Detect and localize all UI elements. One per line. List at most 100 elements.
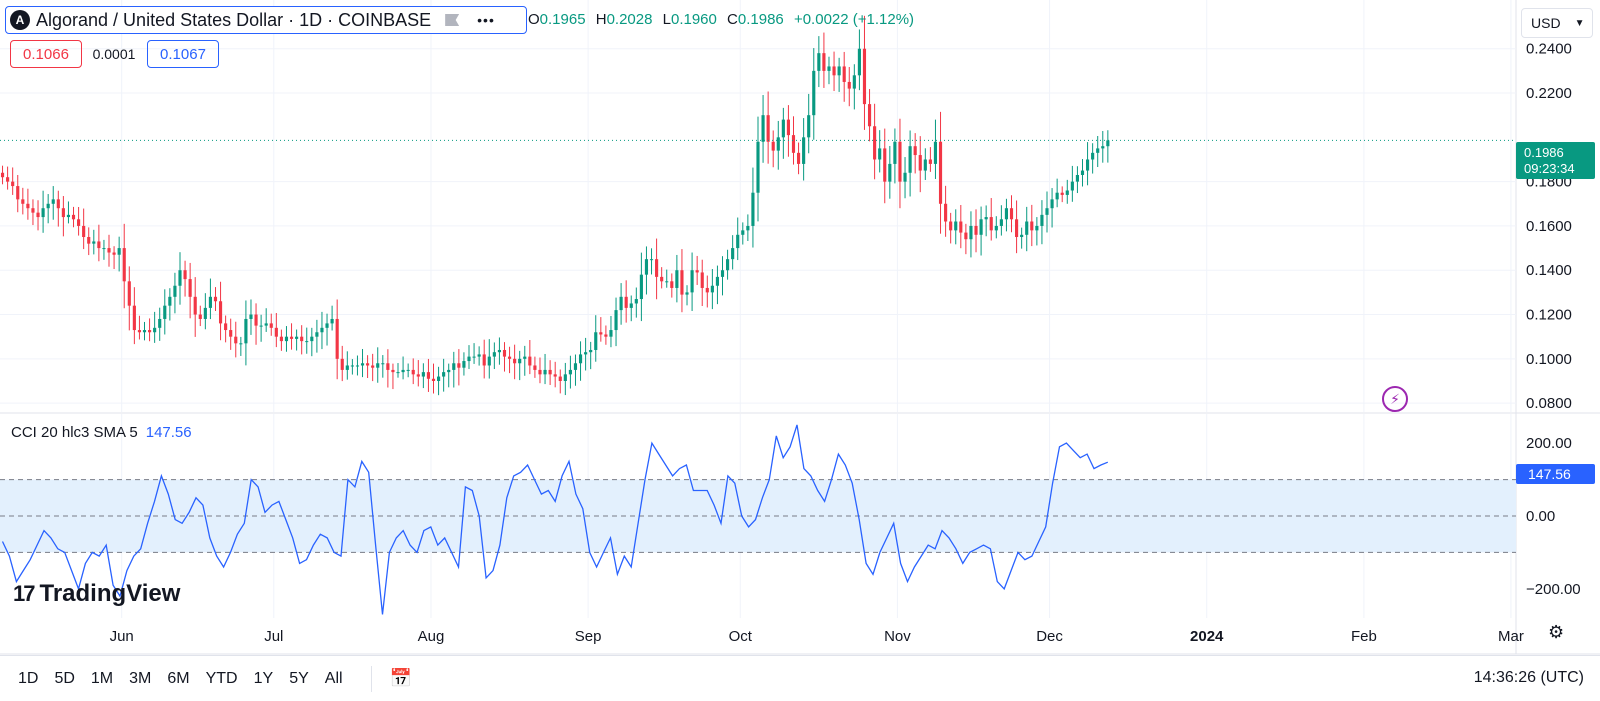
candle-body	[918, 155, 922, 171]
low-value: 0.1960	[670, 11, 717, 28]
candle-body	[269, 323, 273, 328]
cci-axis-label: −200.00	[1526, 581, 1581, 598]
settings-gear-icon[interactable]: ⚙	[1548, 622, 1565, 642]
candle-body	[746, 225, 750, 231]
candle-body	[477, 354, 481, 357]
range-ytd-button[interactable]: YTD	[205, 669, 238, 687]
candle-body	[310, 336, 314, 342]
candle-body	[507, 356, 512, 359]
candle-body	[1085, 159, 1090, 171]
candle-body	[315, 332, 319, 337]
candle-body	[903, 172, 907, 182]
candle-body	[56, 199, 60, 209]
lightning-icon[interactable]: ⚡	[1382, 386, 1408, 412]
candle-body	[1080, 170, 1085, 175]
currency-select[interactable]: USD ▼	[1521, 8, 1593, 38]
candle-body	[198, 314, 202, 319]
candle-body	[781, 119, 785, 138]
candle-body	[102, 248, 106, 250]
candle-body	[213, 296, 218, 302]
open-label: O	[528, 11, 540, 28]
time-axis-label: Oct	[729, 628, 753, 645]
range-5d-button[interactable]: 5D	[54, 669, 75, 687]
candle-body	[355, 365, 360, 367]
candle-body	[325, 323, 329, 328]
candle-body	[619, 296, 623, 311]
candle-body	[279, 336, 283, 342]
candle-body	[472, 356, 476, 358]
candle-body	[188, 279, 192, 297]
candle-body	[137, 330, 142, 333]
candle-body	[1075, 174, 1079, 182]
candle-body	[239, 343, 243, 345]
calendar-goto-icon[interactable]: 📅	[389, 668, 412, 688]
algorand-logo: A	[10, 10, 30, 30]
symbol-info-box[interactable]: A Algorand / United States Dollar · 1D ·…	[5, 6, 527, 34]
candle-body	[726, 259, 730, 271]
candle-body	[736, 234, 740, 249]
candle-body	[462, 361, 466, 368]
more-dots-icon[interactable]: •••	[477, 12, 495, 28]
candle-body	[878, 148, 882, 160]
cci-axis-label: 0.00	[1526, 508, 1555, 525]
candle-body	[720, 270, 725, 277]
candle-body	[437, 376, 441, 381]
candle-body	[87, 237, 91, 244]
candle-body	[71, 214, 76, 220]
candle-body	[492, 352, 496, 357]
candle-body	[381, 363, 385, 365]
cci-legend[interactable]: CCI 20 hlc3 SMA 5 147.56	[11, 424, 192, 441]
candle-body	[330, 318, 334, 324]
range-6m-button[interactable]: 6M	[167, 669, 190, 687]
candle-body	[21, 199, 25, 204]
time-axis-label: Dec	[1036, 628, 1063, 645]
range-3m-button[interactable]: 3M	[129, 669, 152, 687]
candle-body	[543, 369, 547, 375]
bar-countdown: 09:23:34	[1524, 160, 1575, 176]
candle-body	[786, 119, 790, 136]
candle-body	[264, 323, 268, 326]
candle-body	[822, 53, 826, 71]
flag-icon[interactable]	[445, 14, 460, 26]
candle-body	[548, 369, 552, 375]
candle-body	[741, 230, 745, 235]
tradingview-watermark[interactable]: 17 TradingView	[13, 580, 180, 608]
chevron-down-icon: ▼	[1574, 17, 1585, 29]
candle-body	[0, 172, 5, 178]
candle-body	[1015, 219, 1019, 238]
candle-body	[954, 221, 958, 231]
candle-body	[680, 270, 684, 295]
time-axis-label: Feb	[1351, 628, 1377, 645]
candle-body	[923, 159, 927, 171]
range-1m-button[interactable]: 1M	[90, 669, 114, 687]
buy-price-button[interactable]: 0.1067	[147, 40, 219, 68]
toolbar-divider	[370, 665, 372, 692]
candle-body	[873, 126, 877, 160]
candle-body	[1035, 225, 1039, 231]
price-axis-label: 0.2400	[1526, 41, 1572, 58]
candle-body	[959, 221, 963, 233]
candle-body	[573, 363, 578, 370]
candle-body	[710, 285, 714, 293]
candle-body	[827, 66, 831, 71]
price-axis-label: 0.2200	[1526, 85, 1572, 102]
candle-body	[857, 48, 861, 76]
candle-body	[807, 115, 811, 138]
range-1d-button[interactable]: 1D	[18, 669, 39, 687]
candle-body	[92, 241, 96, 244]
candle-body	[751, 192, 755, 226]
candle-body	[350, 365, 354, 367]
range-1y-button[interactable]: 1Y	[253, 669, 274, 687]
range-5y-button[interactable]: 5Y	[289, 669, 309, 687]
range-all-button[interactable]: All	[324, 669, 343, 687]
candle-body	[568, 369, 572, 375]
candle-body	[766, 115, 770, 142]
sell-price-button[interactable]: 0.1066	[10, 40, 82, 68]
candle-body	[300, 336, 304, 342]
currency-label: USD	[1531, 15, 1561, 31]
candle-body	[695, 270, 699, 273]
utc-clock[interactable]: 14:36:26 (UTC)	[1473, 669, 1584, 686]
candle-body	[168, 296, 172, 306]
candle-body	[594, 332, 598, 350]
